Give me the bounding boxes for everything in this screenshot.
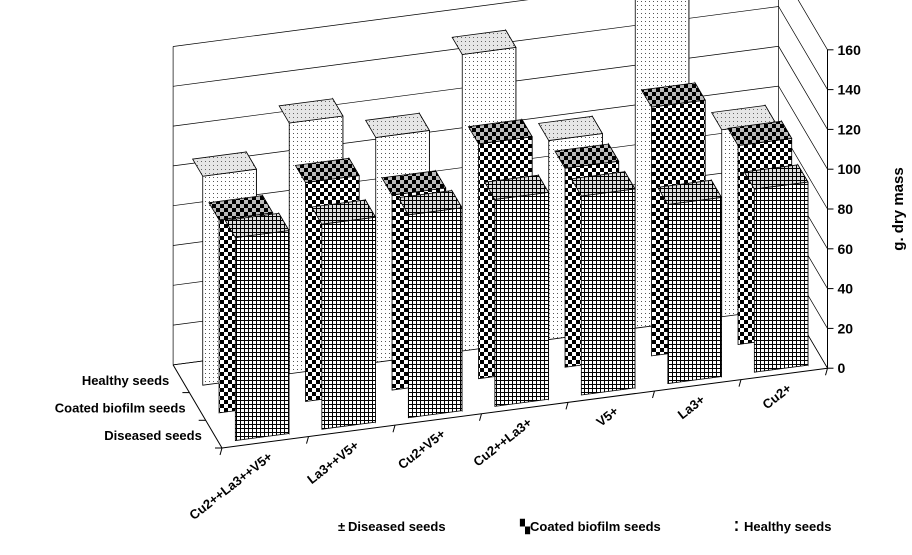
y-tick-label: 160	[838, 42, 862, 58]
y-tick-label: 100	[838, 161, 862, 177]
x-tick	[825, 368, 828, 376]
y-tick-label: 120	[838, 121, 862, 137]
x-axis-line	[221, 367, 828, 449]
x-tick-label: La3++V5+	[304, 437, 362, 487]
legend-label: Coated biofilm seeds	[530, 519, 661, 534]
y-tick-label: 40	[838, 281, 854, 297]
x-tick	[652, 390, 655, 399]
x-tick-label: V5+	[593, 403, 621, 430]
legend-item: ▚ Coated biofilm seeds	[519, 518, 661, 535]
x-tick	[306, 436, 309, 444]
legend: ± Diseased seeds ▚ Coated biofilm seeds ⁚ Hea…	[338, 518, 831, 535]
y-tick-label: 80	[838, 201, 854, 217]
y-tick-label: 0	[838, 360, 846, 376]
y-tick-label: 140	[838, 82, 862, 98]
depth-axis-line	[172, 364, 223, 449]
x-tick	[479, 413, 482, 421]
x-tick	[392, 425, 396, 433]
y-axis-title: g. dry mass	[890, 167, 907, 250]
bar	[743, 163, 809, 373]
legend-label: Healthy seeds	[744, 519, 831, 534]
x-tick	[565, 402, 569, 410]
bar	[224, 211, 290, 442]
x-tick-label: Cu2+	[760, 380, 795, 412]
bar	[397, 189, 463, 419]
x-tick-label: Cu2++La3+	[470, 414, 535, 469]
x-tick-label: Cu2++La3++V5+	[186, 449, 275, 523]
legend-label: Diseased seeds	[348, 519, 446, 534]
legend-item: ⁚ Healthy seeds	[734, 519, 831, 534]
legend-swatch-icon: ▚	[519, 518, 531, 535]
y-tick-label: 60	[838, 241, 854, 257]
depth-tick-label: Coated biofilm seeds	[55, 400, 186, 415]
depth-tick-label: Healthy seeds	[82, 373, 169, 388]
bar	[657, 178, 723, 385]
bar	[311, 198, 377, 430]
bar	[570, 170, 636, 396]
x-tick	[738, 379, 742, 387]
legend-swatch-icon: ±	[338, 519, 345, 534]
legend-item: ± Diseased seeds	[338, 519, 446, 534]
depth-tick-label: Diseased seeds	[104, 428, 202, 443]
x-tick	[219, 447, 223, 456]
y-tick-label: 20	[838, 320, 854, 336]
bar	[484, 173, 550, 407]
x-tick-label: Cu2+V5+	[395, 426, 448, 472]
gridline	[173, 0, 828, 50]
legend-swatch-icon: ⁚	[734, 519, 739, 534]
x-tick-label: La3+	[675, 392, 708, 423]
bars	[191, 0, 809, 442]
